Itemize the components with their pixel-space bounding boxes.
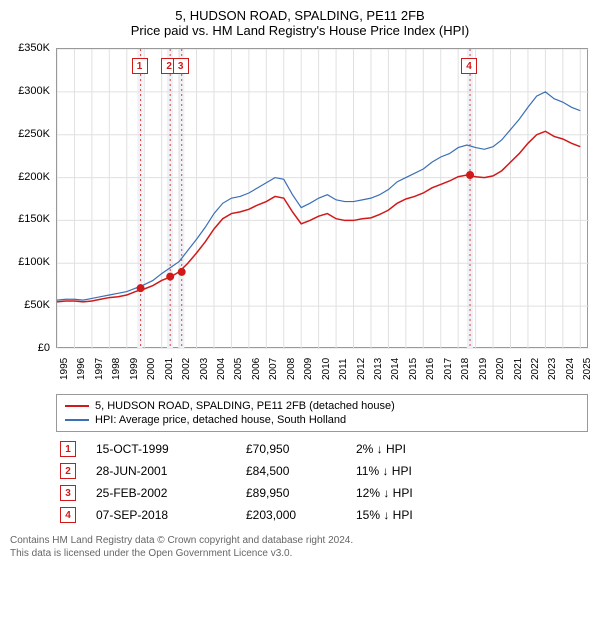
event-diff: 12% ↓ HPI bbox=[356, 486, 466, 500]
y-tick-label: £250K bbox=[10, 128, 50, 140]
page: 5, HUDSON ROAD, SPALDING, PE11 2FB Price… bbox=[0, 0, 600, 570]
event-date: 15-OCT-1999 bbox=[96, 442, 246, 456]
legend-swatch bbox=[65, 419, 89, 421]
x-tick-label: 2015 bbox=[408, 358, 419, 380]
event-price: £89,950 bbox=[246, 486, 356, 500]
x-tick-label: 2021 bbox=[513, 358, 524, 380]
x-tick-label: 2019 bbox=[478, 358, 489, 380]
y-tick-label: £300K bbox=[10, 85, 50, 97]
event-row: 4 07-SEP-2018£203,00015% ↓ HPI bbox=[56, 504, 590, 526]
x-tick-label: 2023 bbox=[547, 358, 558, 380]
sale-point bbox=[178, 268, 186, 276]
x-tick-label: 2012 bbox=[356, 358, 367, 380]
plot-area bbox=[56, 48, 588, 348]
chart-event-marker: 3 bbox=[173, 58, 189, 74]
event-date: 07-SEP-2018 bbox=[96, 508, 246, 522]
event-diff: 11% ↓ HPI bbox=[356, 464, 466, 478]
chart-event-marker: 1 bbox=[132, 58, 148, 74]
event-date: 28-JUN-2001 bbox=[96, 464, 246, 478]
x-tick-label: 2022 bbox=[530, 358, 541, 380]
y-tick-label: £200K bbox=[10, 171, 50, 183]
event-marker: 4 bbox=[60, 507, 76, 523]
x-tick-label: 2007 bbox=[268, 358, 279, 380]
event-diff: 2% ↓ HPI bbox=[356, 442, 466, 456]
x-tick-label: 2016 bbox=[425, 358, 436, 380]
events-table: 115-OCT-1999£70,9502% ↓ HPI228-JUN-2001£… bbox=[56, 438, 590, 526]
y-tick-label: £150K bbox=[10, 213, 50, 225]
footer-line-2: This data is licensed under the Open Gov… bbox=[10, 547, 590, 560]
legend-swatch bbox=[65, 405, 89, 407]
event-price: £84,500 bbox=[246, 464, 356, 478]
x-tick-label: 2014 bbox=[390, 358, 401, 380]
x-tick-label: 2001 bbox=[164, 358, 175, 380]
x-tick-label: 2017 bbox=[443, 358, 454, 380]
event-diff: 15% ↓ HPI bbox=[356, 508, 466, 522]
x-tick-label: 1999 bbox=[129, 358, 140, 380]
legend-item: HPI: Average price, detached house, Sout… bbox=[65, 413, 579, 427]
x-tick-label: 2010 bbox=[321, 358, 332, 380]
y-tick-label: £0 bbox=[10, 342, 50, 354]
sale-point bbox=[166, 273, 174, 281]
plot-svg bbox=[57, 49, 589, 349]
event-row: 3 25-FEB-2002£89,95012% ↓ HPI bbox=[56, 482, 590, 504]
legend: 5, HUDSON ROAD, SPALDING, PE11 2FB (deta… bbox=[56, 394, 588, 432]
title-line-2: Price paid vs. HM Land Registry's House … bbox=[10, 23, 590, 38]
x-tick-label: 1998 bbox=[111, 358, 122, 380]
legend-label: HPI: Average price, detached house, Sout… bbox=[95, 414, 346, 426]
footer: Contains HM Land Registry data © Crown c… bbox=[10, 534, 590, 560]
x-tick-label: 2003 bbox=[199, 358, 210, 380]
event-marker: 1 bbox=[60, 441, 76, 457]
sale-point bbox=[466, 171, 474, 179]
legend-item: 5, HUDSON ROAD, SPALDING, PE11 2FB (deta… bbox=[65, 399, 579, 413]
x-tick-label: 2004 bbox=[216, 358, 227, 380]
x-tick-label: 2011 bbox=[338, 358, 349, 380]
x-tick-label: 2013 bbox=[373, 358, 384, 380]
x-tick-label: 2018 bbox=[460, 358, 471, 380]
x-tick-label: 1995 bbox=[59, 358, 70, 380]
x-tick-label: 1997 bbox=[94, 358, 105, 380]
x-tick-label: 2002 bbox=[181, 358, 192, 380]
x-tick-label: 2008 bbox=[286, 358, 297, 380]
x-tick-label: 2006 bbox=[251, 358, 262, 380]
x-tick-label: 1996 bbox=[76, 358, 87, 380]
footer-line-1: Contains HM Land Registry data © Crown c… bbox=[10, 534, 590, 547]
event-marker: 3 bbox=[60, 485, 76, 501]
event-date: 25-FEB-2002 bbox=[96, 486, 246, 500]
event-marker: 2 bbox=[60, 463, 76, 479]
x-tick-label: 2025 bbox=[582, 358, 593, 380]
chart: £0£50K£100K£150K£200K£250K£300K£350K1995… bbox=[10, 48, 590, 388]
sale-point bbox=[137, 284, 145, 292]
event-price: £70,950 bbox=[246, 442, 356, 456]
legend-label: 5, HUDSON ROAD, SPALDING, PE11 2FB (deta… bbox=[95, 400, 395, 412]
event-price: £203,000 bbox=[246, 508, 356, 522]
x-tick-label: 2009 bbox=[303, 358, 314, 380]
x-tick-label: 2024 bbox=[565, 358, 576, 380]
title-line-1: 5, HUDSON ROAD, SPALDING, PE11 2FB bbox=[10, 8, 590, 23]
event-row: 2 28-JUN-2001£84,50011% ↓ HPI bbox=[56, 460, 590, 482]
y-tick-label: £350K bbox=[10, 42, 50, 54]
y-tick-label: £100K bbox=[10, 256, 50, 268]
x-tick-label: 2020 bbox=[495, 358, 506, 380]
chart-event-marker: 4 bbox=[461, 58, 477, 74]
y-tick-label: £50K bbox=[10, 299, 50, 311]
x-tick-label: 2005 bbox=[233, 358, 244, 380]
event-row: 1 15-OCT-1999£70,9502% ↓ HPI bbox=[56, 438, 590, 460]
x-tick-label: 2000 bbox=[146, 358, 157, 380]
